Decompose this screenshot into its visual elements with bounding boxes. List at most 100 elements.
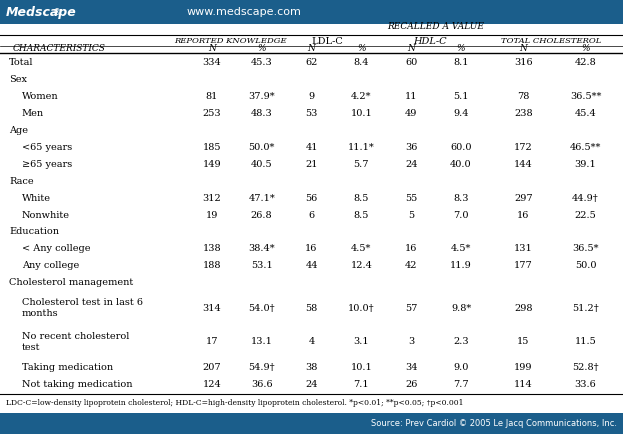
Text: 49: 49 (405, 109, 417, 118)
Text: 9.0: 9.0 (454, 363, 468, 372)
Text: 41: 41 (305, 143, 318, 152)
Text: 17: 17 (206, 338, 218, 346)
Text: HDL-C: HDL-C (413, 37, 447, 46)
Text: 8.5: 8.5 (354, 210, 369, 220)
Text: 24: 24 (405, 160, 417, 169)
Text: 36.5*: 36.5* (573, 244, 599, 253)
Text: 4.2*: 4.2* (351, 92, 371, 101)
Text: 55: 55 (405, 194, 417, 203)
Text: 7.0: 7.0 (454, 210, 468, 220)
Text: 50.0: 50.0 (575, 261, 596, 270)
Text: 46.5**: 46.5** (570, 143, 601, 152)
Text: 16: 16 (517, 210, 530, 220)
Text: 199: 199 (514, 363, 533, 372)
Text: 114: 114 (514, 380, 533, 389)
Text: 22.5: 22.5 (575, 210, 596, 220)
Text: REPORTED KNOWLEDGE: REPORTED KNOWLEDGE (174, 37, 287, 45)
Text: 36.5**: 36.5** (570, 92, 601, 101)
Text: 52.8†: 52.8† (573, 363, 599, 372)
Text: 42: 42 (405, 261, 417, 270)
Text: 177: 177 (514, 261, 533, 270)
Text: 36: 36 (405, 143, 417, 152)
Text: White: White (22, 194, 51, 203)
Text: 11.5: 11.5 (575, 338, 596, 346)
Text: 12.4: 12.4 (350, 261, 373, 270)
Text: Men: Men (22, 109, 44, 118)
Text: Women: Women (22, 92, 59, 101)
Text: Age: Age (9, 126, 28, 135)
Text: 54.9†: 54.9† (249, 363, 275, 372)
Text: < Any college: < Any college (22, 244, 90, 253)
Text: 21: 21 (305, 160, 318, 169)
Text: 37.9*: 37.9* (249, 92, 275, 101)
Text: N: N (208, 44, 216, 53)
Text: TOTAL CHOLESTEROL: TOTAL CHOLESTEROL (501, 37, 602, 45)
Text: 34: 34 (405, 363, 417, 372)
Text: %: % (457, 44, 465, 53)
Text: 124: 124 (202, 380, 221, 389)
Text: Taking medication: Taking medication (22, 363, 113, 372)
Text: 4.5*: 4.5* (451, 244, 471, 253)
Text: 26: 26 (405, 380, 417, 389)
Text: 58: 58 (305, 304, 318, 312)
Text: N: N (407, 44, 415, 53)
Text: 297: 297 (514, 194, 533, 203)
Text: 10.1: 10.1 (351, 363, 372, 372)
Text: Total: Total (9, 58, 34, 67)
Text: 3.1: 3.1 (353, 338, 369, 346)
Text: 24: 24 (305, 380, 318, 389)
Text: N: N (520, 44, 527, 53)
Text: 56: 56 (305, 194, 318, 203)
Text: 298: 298 (514, 304, 533, 312)
Text: RECALLED A VALUE: RECALLED A VALUE (388, 22, 485, 31)
FancyBboxPatch shape (0, 0, 623, 24)
Text: 8.3: 8.3 (454, 194, 468, 203)
Text: 11.1*: 11.1* (348, 143, 374, 152)
Text: 57: 57 (405, 304, 417, 312)
Text: 8.4: 8.4 (354, 58, 369, 67)
Text: 51.2†: 51.2† (573, 304, 599, 312)
Text: Cholesterol management: Cholesterol management (9, 278, 133, 287)
Text: 10.1: 10.1 (351, 109, 372, 118)
Text: Cholesterol test in last 6: Cholesterol test in last 6 (22, 298, 143, 307)
Text: 4.5*: 4.5* (351, 244, 371, 253)
Text: 45.4: 45.4 (575, 109, 596, 118)
Text: 47.1*: 47.1* (249, 194, 275, 203)
Text: 131: 131 (514, 244, 533, 253)
Text: 9: 9 (308, 92, 315, 101)
Text: %: % (357, 44, 366, 53)
Text: 10.0†: 10.0† (348, 304, 374, 312)
Text: %: % (257, 44, 266, 53)
Text: 45.3: 45.3 (251, 58, 272, 67)
Text: 33.6: 33.6 (575, 380, 596, 389)
Text: www.medscape.com: www.medscape.com (187, 7, 302, 17)
Text: Nonwhite: Nonwhite (22, 210, 70, 220)
Text: 7.7: 7.7 (453, 380, 469, 389)
Text: ®: ® (53, 8, 61, 16)
Text: 40.5: 40.5 (251, 160, 272, 169)
FancyBboxPatch shape (0, 28, 623, 410)
Text: <65 years: <65 years (22, 143, 72, 152)
Text: 62: 62 (305, 58, 318, 67)
Text: 48.3: 48.3 (251, 109, 272, 118)
Text: 312: 312 (202, 194, 221, 203)
Text: 9.8*: 9.8* (451, 304, 471, 312)
Text: 5.7: 5.7 (354, 160, 369, 169)
Text: 16: 16 (305, 244, 318, 253)
Text: 8.5: 8.5 (354, 194, 369, 203)
Text: 5.1: 5.1 (454, 92, 468, 101)
Text: 185: 185 (202, 143, 221, 152)
Text: 50.0*: 50.0* (249, 143, 275, 152)
Text: 60: 60 (405, 58, 417, 67)
FancyBboxPatch shape (0, 413, 623, 434)
Text: 78: 78 (517, 92, 530, 101)
Text: Education: Education (9, 227, 59, 237)
Text: 5: 5 (408, 210, 414, 220)
Text: %: % (581, 44, 590, 53)
Text: 54.0†: 54.0† (249, 304, 275, 312)
Text: No recent cholesterol: No recent cholesterol (22, 332, 129, 341)
Text: 60.0: 60.0 (450, 143, 472, 152)
Text: 207: 207 (202, 363, 221, 372)
Text: Sex: Sex (9, 75, 27, 84)
Text: Any college: Any college (22, 261, 79, 270)
